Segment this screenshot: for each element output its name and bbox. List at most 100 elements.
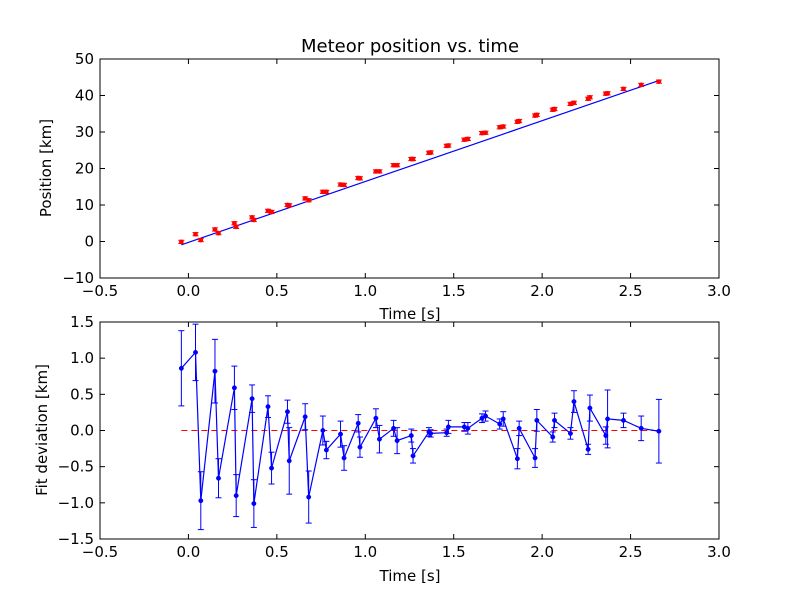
position-point-marker	[605, 90, 610, 96]
deviation-point-marker	[534, 417, 540, 423]
deviation-point-marker	[445, 424, 451, 430]
deviation-point-marker	[483, 413, 488, 419]
deviation-line	[180, 350, 659, 504]
deviation-point-marker	[323, 447, 329, 453]
deviation-point	[410, 448, 417, 464]
deviation-point	[233, 474, 240, 518]
deviation-point	[479, 413, 486, 424]
deviation-point-marker	[212, 368, 218, 374]
position-point-marker	[179, 239, 184, 245]
deviation-point-marker	[585, 446, 591, 452]
fit-line	[181, 79, 660, 246]
position-point	[268, 209, 275, 215]
deviation-point-marker	[178, 365, 184, 371]
deviation-point	[265, 395, 272, 418]
position-point	[192, 231, 199, 237]
deviation-x-tick-label: 1.0	[353, 543, 377, 561]
position-point	[394, 162, 401, 168]
deviation-point-marker	[265, 404, 271, 410]
deviation-point-marker	[320, 428, 326, 433]
deviation-point-marker	[269, 465, 275, 471]
deviation-point-marker	[394, 438, 400, 444]
deviation-y-tick-label: 1.5	[70, 313, 94, 331]
position-point-marker	[286, 203, 292, 208]
deviation-point	[341, 445, 348, 471]
deviation-point	[570, 390, 577, 413]
position-y-tick-label: −10	[62, 269, 94, 287]
deviation-point-marker	[497, 421, 503, 427]
deviation-point	[284, 399, 291, 424]
deviation-point-marker	[193, 349, 198, 355]
deviation-y-tick-label: 0.5	[70, 385, 94, 403]
position-point	[178, 239, 185, 245]
deviation-point	[319, 415, 326, 446]
deviation-point	[178, 330, 185, 407]
position-x-tick-label: −0.5	[82, 282, 118, 300]
position-chart: Meteor position vs. time −0.5 0.0 0.5 1.0 1.…	[37, 36, 731, 323]
deviation-point-marker	[514, 456, 520, 462]
position-point	[305, 197, 312, 203]
position-point	[604, 90, 611, 96]
position-point	[215, 230, 222, 236]
deviation-point-marker	[408, 433, 414, 439]
deviation-point-marker	[391, 425, 397, 431]
deviation-point	[551, 412, 558, 429]
deviation-point	[585, 443, 592, 455]
position-point-marker	[251, 217, 257, 223]
position-y-tick-label: 40	[75, 87, 94, 105]
deviation-point-marker	[500, 416, 506, 422]
deviation-x-tick-label: −0.5	[82, 543, 118, 561]
deviation-point	[286, 427, 293, 495]
position-point	[410, 156, 417, 162]
position-point-marker	[571, 100, 577, 106]
deviation-point-marker	[249, 396, 255, 402]
deviation-point-marker	[550, 434, 556, 440]
deviation-point-marker	[552, 417, 557, 423]
position-point	[655, 79, 662, 84]
deviation-x-tick-label: 3.0	[707, 543, 731, 561]
deviation-point	[390, 419, 397, 437]
position-point-marker	[394, 162, 400, 168]
position-point	[464, 136, 471, 142]
position-x-tick-label: 0.5	[265, 282, 289, 300]
deviation-point	[427, 429, 434, 438]
deviation-point-marker	[231, 385, 237, 391]
deviation-point	[215, 458, 222, 499]
position-y-axis-label: Position [km]	[37, 119, 55, 217]
deviation-point-marker	[621, 417, 626, 423]
deviation-x-tick-label: 1.5	[442, 543, 466, 561]
position-point-marker	[198, 237, 204, 243]
position-y-tick-label: 50	[75, 50, 94, 68]
position-point-marker	[193, 231, 198, 237]
deviation-point	[655, 398, 662, 464]
position-point	[233, 224, 240, 230]
deviation-point	[567, 427, 574, 440]
position-point	[567, 101, 574, 107]
position-x-axis-label: Time [s]	[379, 305, 441, 323]
position-point-marker	[534, 112, 540, 118]
deviation-point-marker	[357, 444, 363, 450]
deviation-point	[482, 410, 489, 422]
deviation-point-marker	[587, 405, 593, 411]
position-y-tick-label: 0	[84, 233, 94, 251]
position-point	[427, 150, 434, 155]
position-point-marker	[428, 150, 434, 155]
deviation-point-marker	[355, 420, 361, 426]
deviation-point	[372, 408, 379, 429]
deviation-point-marker	[338, 431, 343, 437]
deviation-point	[638, 415, 645, 442]
deviation-point	[408, 428, 415, 443]
deviation-point	[445, 419, 452, 434]
deviation-point	[394, 427, 401, 455]
position-point-marker	[269, 209, 274, 215]
deviation-point-marker	[341, 455, 347, 461]
position-point	[482, 130, 489, 136]
deviation-x-tick-label: 2.5	[619, 543, 643, 561]
position-point	[445, 143, 452, 148]
position-point	[376, 169, 383, 174]
deviation-point	[356, 436, 363, 458]
deviation-x-axis-label: Time [s]	[379, 567, 441, 585]
position-point-marker	[483, 130, 488, 136]
